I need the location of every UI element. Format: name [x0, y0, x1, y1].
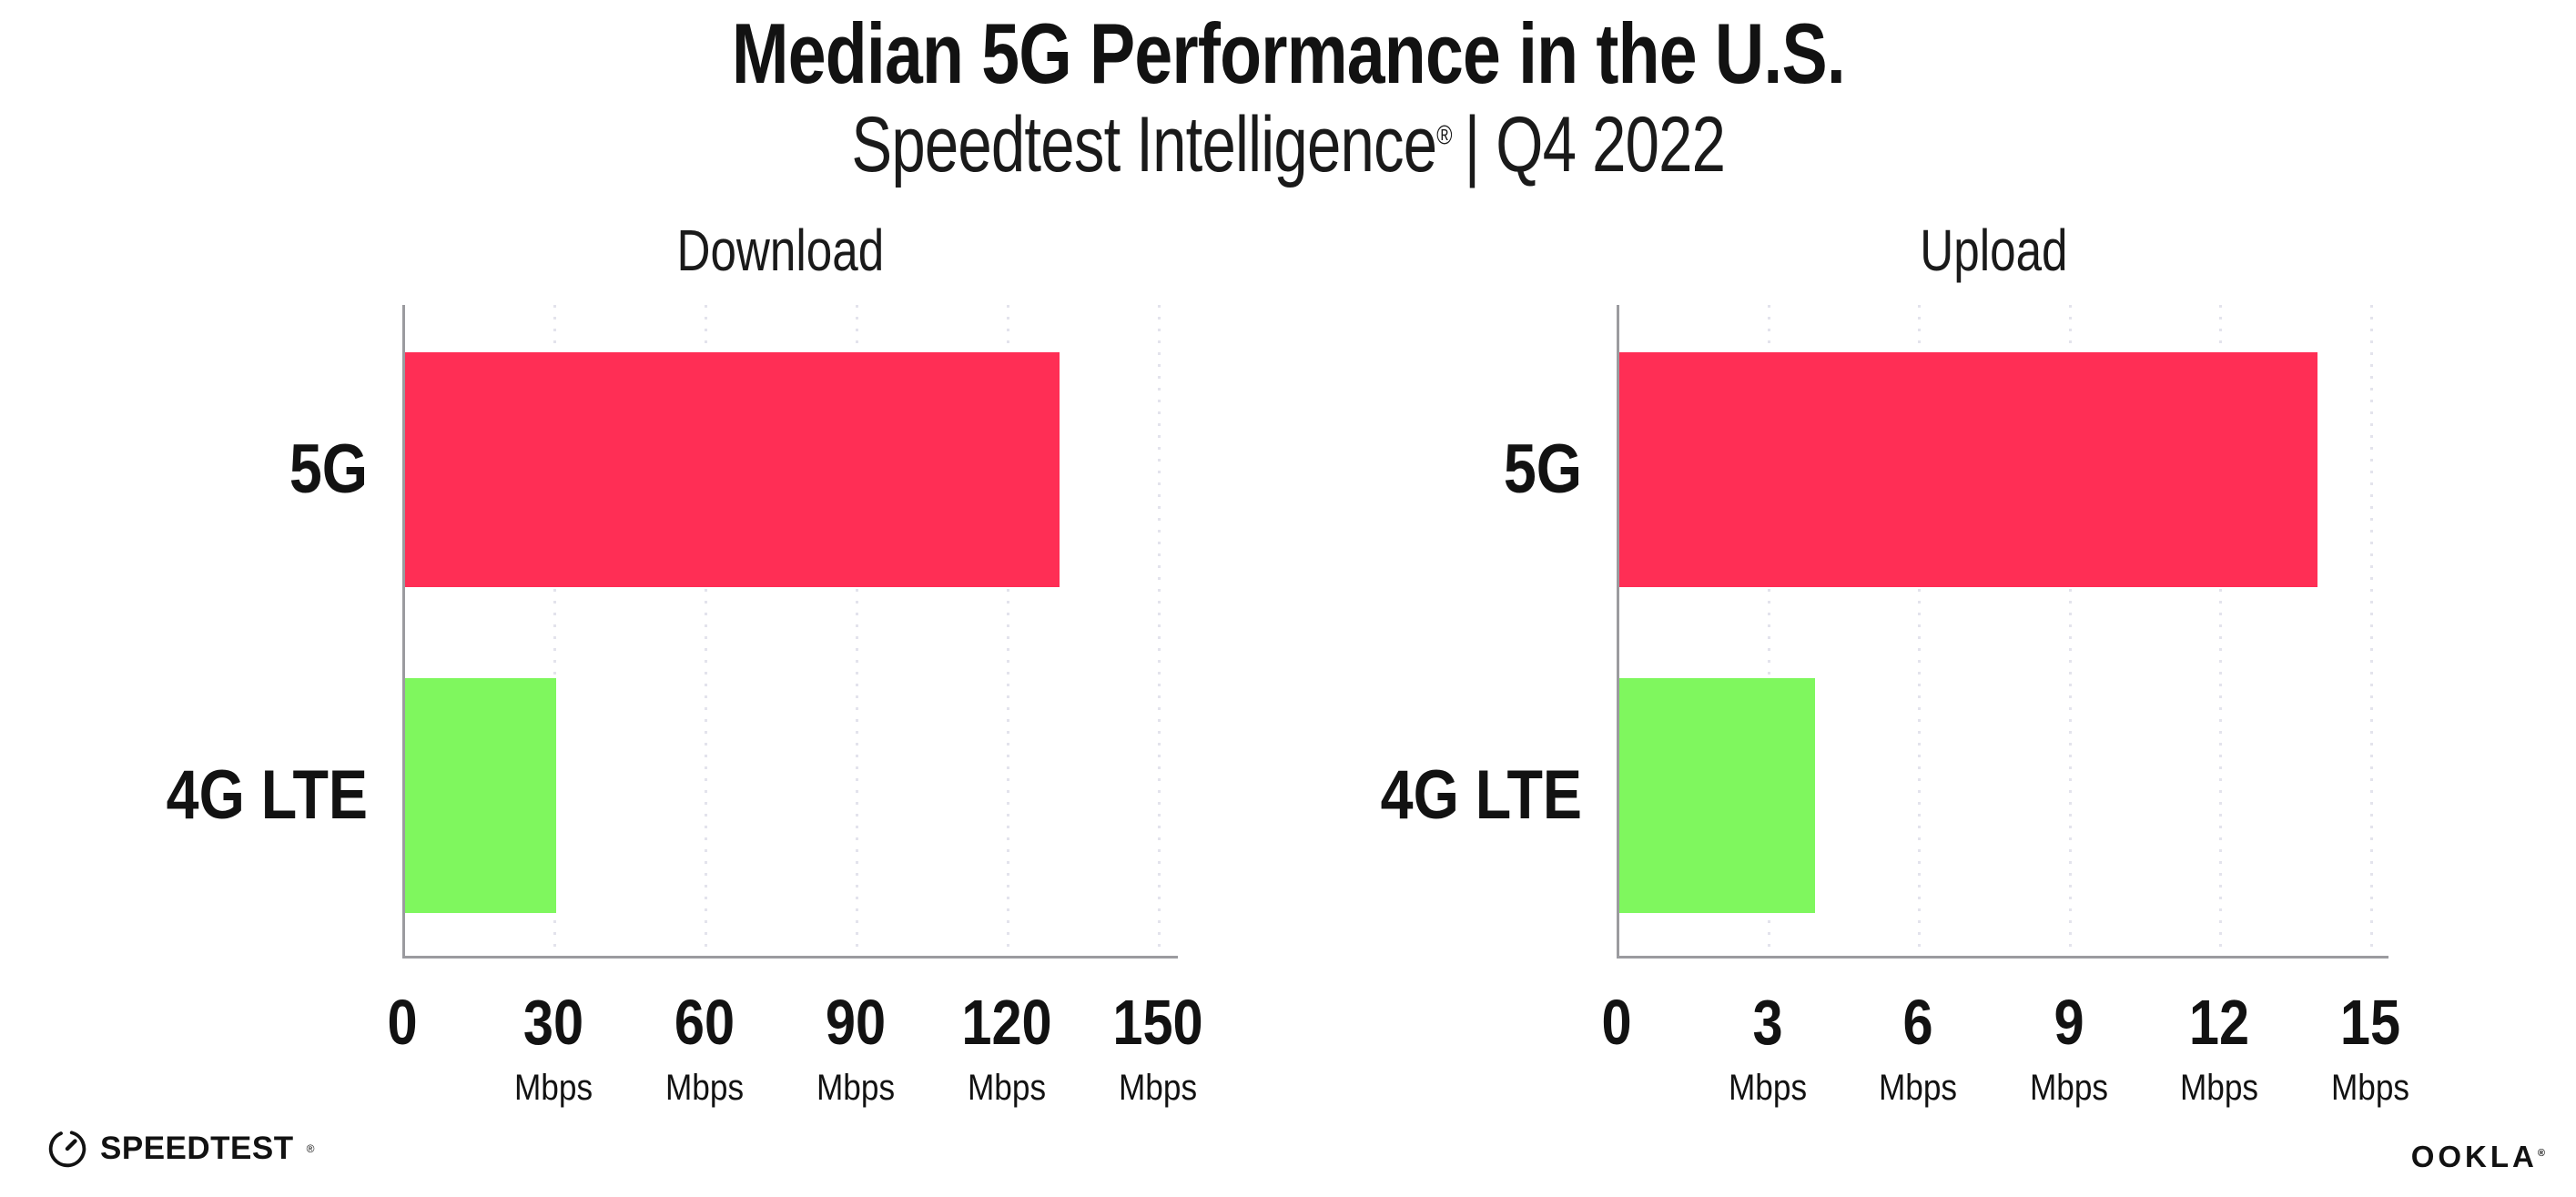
bar-upload-5g	[1619, 352, 2318, 587]
tick-label-upload-15: 15	[2339, 987, 2401, 1058]
tick-unit-upload-6: Mbps	[1879, 1068, 1958, 1108]
tick-unit-download-120: Mbps	[967, 1068, 1047, 1108]
tick-label-upload-3: 3	[1752, 987, 1783, 1058]
gridline-upload-9	[2068, 305, 2072, 956]
ookla-trademark: ®	[2537, 1148, 2545, 1159]
tick-label-download-150: 150	[1112, 987, 1203, 1058]
tick-label-download-0: 0	[387, 987, 418, 1058]
speedtest-trademark: ®	[306, 1142, 315, 1155]
tick-unit-upload-12: Mbps	[2180, 1068, 2259, 1108]
tick-unit-download-150: Mbps	[1118, 1068, 1198, 1108]
tick-unit-download-30: Mbps	[513, 1068, 593, 1108]
ookla-wordmark: OOKLA	[2410, 1140, 2538, 1173]
tick-label-upload-9: 9	[2054, 987, 2084, 1058]
bar-download-5g	[405, 352, 1060, 587]
page-title-text: Median 5G Performance in the U.S.	[731, 5, 1845, 101]
category-label-download-4g-lte: 4G LTE	[166, 756, 368, 834]
tick-unit-upload-15: Mbps	[2330, 1068, 2410, 1108]
tick-unit-download-90: Mbps	[816, 1068, 896, 1108]
speedtest-logo: SPEEDTEST ®	[47, 1129, 314, 1169]
gridline-download-30	[553, 305, 556, 956]
page-subtitle: Speedtest Intelligence® | Q4 2022	[0, 102, 2576, 188]
tick-label-download-120: 120	[961, 987, 1052, 1058]
category-label-upload-5g: 5G	[1503, 431, 1582, 508]
plot-area-upload	[1617, 305, 2388, 959]
tick-label-download-60: 60	[674, 987, 735, 1058]
plot-area-download	[402, 305, 1178, 959]
gridline-download-120	[1007, 305, 1009, 956]
gridline-download-150	[1158, 305, 1161, 956]
speedtest-wordmark: SPEEDTEST	[100, 1131, 294, 1166]
subtitle-period: | Q4 2022	[1464, 101, 1726, 188]
page-title: Median 5G Performance in the U.S.	[0, 5, 2576, 101]
category-label-download-5g: 5G	[289, 431, 368, 508]
tick-label-upload-12: 12	[2189, 987, 2250, 1058]
subtitle-brand: Speedtest Intelligence	[851, 101, 1437, 188]
chart-title-text: Upload	[1919, 218, 2068, 283]
tick-unit-download-60: Mbps	[664, 1068, 745, 1108]
gridline-upload-3	[1767, 305, 1770, 956]
chart-title-upload: Upload	[1617, 217, 2370, 284]
bar-download-4g-lte	[405, 678, 556, 913]
gridline-upload-12	[2219, 305, 2223, 956]
tick-label-upload-0: 0	[1601, 987, 1632, 1058]
chart-title-download: Download	[402, 217, 1158, 284]
bar-upload-4g-lte	[1619, 678, 1816, 913]
tick-label-upload-6: 6	[1902, 987, 1933, 1058]
gauge-icon	[48, 1131, 86, 1168]
tick-label-download-90: 90	[825, 987, 887, 1058]
gridline-download-60	[705, 305, 707, 956]
gridline-download-90	[856, 305, 858, 956]
category-label-upload-4g-lte: 4G LTE	[1380, 756, 1582, 834]
ookla-logo: OOKLA®	[2411, 1140, 2545, 1174]
registered-mark: ®	[1436, 120, 1452, 151]
gridline-upload-6	[1918, 305, 1922, 956]
tick-unit-upload-9: Mbps	[2029, 1068, 2108, 1108]
tick-unit-upload-3: Mbps	[1728, 1068, 1807, 1108]
tick-label-download-30: 30	[522, 987, 584, 1058]
gridline-upload-15	[2370, 305, 2373, 956]
chart-title-text: Download	[676, 218, 884, 283]
